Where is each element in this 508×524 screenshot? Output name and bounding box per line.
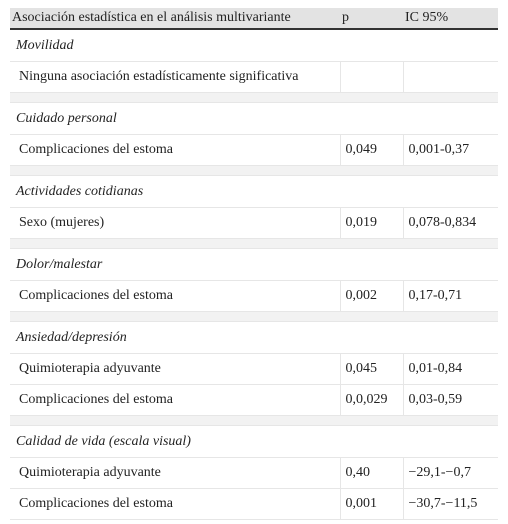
header-cell: p: [340, 8, 403, 30]
spacer-row: [10, 165, 498, 176]
section-row: Movilidad: [10, 29, 498, 62]
label-cell: Complicaciones del estoma: [10, 384, 341, 416]
value-cell: 0,019: [340, 207, 404, 239]
header-cell: IC 95%: [403, 8, 498, 30]
header-cell: Asociación estadística en el análisis mu…: [10, 8, 340, 30]
spacer-cell: [10, 415, 498, 426]
spacer-row: [10, 92, 498, 103]
section-row: Actividades cotidianas: [10, 175, 498, 208]
value-cell: [403, 61, 498, 93]
section-title: Ansiedad/depresión: [10, 321, 498, 354]
section-title: Movilidad: [10, 29, 498, 62]
spacer-row: [10, 238, 498, 249]
section-title: Dolor/malestar: [10, 248, 498, 281]
spacer-row: [10, 415, 498, 426]
data-row: Quimioterapia adyuvante 0,045 0,01-0,84: [10, 353, 498, 385]
label-cell: Sexo (mujeres): [10, 207, 341, 239]
spacer-cell: [10, 311, 498, 322]
value-cell: 0,049: [340, 134, 404, 166]
section-row: Ansiedad/depresión: [10, 321, 498, 354]
label-cell: Quimioterapia adyuvante: [10, 353, 341, 385]
data-row: Ninguna asociación estadísticamente sign…: [10, 61, 498, 93]
label-cell: Complicaciones del estoma: [10, 488, 341, 520]
label-cell: Complicaciones del estoma: [10, 134, 341, 166]
section-row: Cuidado personal: [10, 102, 498, 135]
table-head: Asociación estadística en el análisis mu…: [10, 8, 498, 30]
label-cell: Ninguna asociación estadísticamente sign…: [10, 61, 341, 93]
spacer-row: [10, 311, 498, 322]
value-cell: 0,17-0,71: [403, 280, 498, 312]
section-row: Dolor/malestar: [10, 248, 498, 281]
label-cell: Quimioterapia adyuvante: [10, 457, 341, 489]
value-cell: [340, 61, 404, 93]
data-row: Quimioterapia adyuvante 0,40 −29,1-−0,7: [10, 457, 498, 489]
value-cell: 0,40: [340, 457, 404, 489]
value-cell: 0,001-0,37: [403, 134, 498, 166]
value-cell: 0,01-0,84: [403, 353, 498, 385]
spacer-cell: [10, 165, 498, 176]
spacer-cell: [10, 238, 498, 249]
value-cell: 0,078-0,834: [403, 207, 498, 239]
value-cell: 0,03-0,59: [403, 384, 498, 416]
value-cell: 0,045: [340, 353, 404, 385]
data-row: Complicaciones del estoma 0,002 0,17-0,71: [10, 280, 498, 312]
table-body: Movilidad Ninguna asociación estadísticam…: [10, 29, 498, 520]
data-row: Complicaciones del estoma 0,0,029 0,03-0,5…: [10, 384, 498, 416]
section-title: Actividades cotidianas: [10, 175, 498, 208]
data-row: Sexo (mujeres) 0,019 0,078-0,834: [10, 207, 498, 239]
spacer-cell: [10, 92, 498, 103]
value-cell: 0,0,029: [340, 384, 404, 416]
label-cell: Complicaciones del estoma: [10, 280, 341, 312]
value-cell: 0,002: [340, 280, 404, 312]
value-cell: 0,001: [340, 488, 404, 520]
section-title: Calidad de vida (escala visual): [10, 425, 498, 458]
data-row: Complicaciones del estoma 0,049 0,001-0,37: [10, 134, 498, 166]
section-title: Cuidado personal: [10, 102, 498, 135]
value-cell: −29,1-−0,7: [403, 457, 498, 489]
data-row: Complicaciones del estoma 0,001 −30,7-−11,…: [10, 488, 498, 520]
section-row: Calidad de vida (escala visual): [10, 425, 498, 458]
results-table: Asociación estadística en el análisis mu…: [10, 8, 498, 520]
value-cell: −30,7-−11,5: [403, 488, 498, 520]
header-row: Asociación estadística en el análisis mu…: [10, 8, 498, 30]
